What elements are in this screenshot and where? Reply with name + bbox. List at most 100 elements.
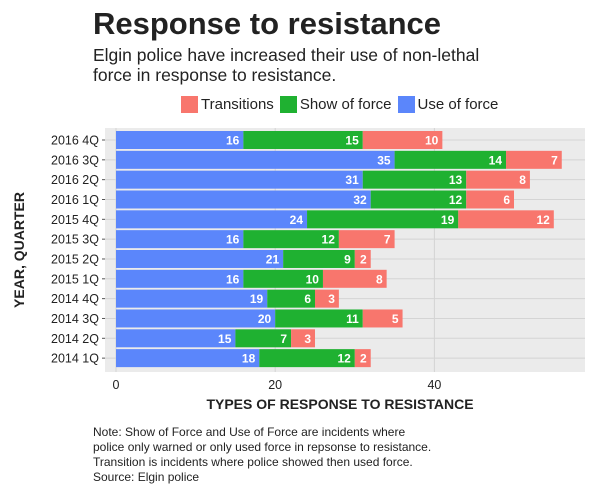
x-tick-label: 0 bbox=[113, 378, 120, 392]
bar-segment bbox=[362, 309, 403, 328]
bar-segment bbox=[243, 131, 363, 149]
bar-value-label: 6 bbox=[304, 292, 311, 306]
bar-value-label: 3 bbox=[304, 332, 311, 346]
bar-value-label: 14 bbox=[489, 153, 503, 167]
bar-value-label: 16 bbox=[226, 134, 240, 148]
bar-value-label: 24 bbox=[290, 213, 304, 227]
bar-value-label: 12 bbox=[322, 233, 336, 247]
bar-value-label: 6 bbox=[503, 193, 510, 207]
bar-value-label: 32 bbox=[353, 193, 367, 207]
bar-value-label: 19 bbox=[250, 292, 264, 306]
bar-value-label: 12 bbox=[337, 352, 351, 366]
bar-value-label: 11 bbox=[346, 312, 359, 326]
bar-segment bbox=[275, 309, 363, 328]
bar-value-label: 7 bbox=[280, 332, 287, 346]
bar-value-label: 16 bbox=[226, 272, 240, 286]
bar-segment bbox=[354, 249, 371, 268]
y-tick-label: 2015 4Q bbox=[51, 213, 99, 227]
bar-value-label: 15 bbox=[345, 134, 359, 148]
bar-value-label: 10 bbox=[425, 134, 439, 148]
bar-segment bbox=[315, 289, 339, 308]
y-tick-label: 2014 2Q bbox=[51, 332, 99, 346]
bar-value-label: 8 bbox=[519, 173, 526, 187]
bar-segment bbox=[370, 190, 467, 209]
bar-segment bbox=[362, 131, 443, 149]
bar-value-label: 7 bbox=[551, 153, 558, 167]
bar-value-label: 21 bbox=[266, 252, 280, 266]
bar-segment bbox=[116, 309, 276, 328]
y-axis-title: YEAR, QUARTER bbox=[11, 192, 27, 308]
bar-value-label: 8 bbox=[376, 272, 383, 286]
legend-item-use-of-force: Use of force bbox=[397, 96, 499, 113]
bar-segment bbox=[354, 349, 371, 368]
bar-segment bbox=[116, 190, 371, 209]
bar-segment bbox=[243, 230, 339, 249]
legend-label-use-of-force: Use of force bbox=[417, 96, 499, 113]
legend-label-transitions: Transitions bbox=[201, 96, 274, 113]
bar-value-label: 19 bbox=[441, 213, 455, 227]
bar-segment bbox=[291, 329, 315, 348]
bar-segment bbox=[235, 329, 292, 348]
legend: Transitions Show of force Use of force bbox=[181, 96, 504, 113]
y-tick-label: 2014 1Q bbox=[51, 352, 99, 366]
bar-segment bbox=[116, 349, 260, 368]
legend-swatch-use-of-force bbox=[397, 96, 415, 113]
bar-value-label: 31 bbox=[345, 173, 359, 187]
x-tick-label: 40 bbox=[427, 378, 441, 392]
bar-value-label: 2 bbox=[360, 252, 367, 266]
bar-value-label: 7 bbox=[384, 233, 391, 247]
legend-item-show-of-force: Show of force bbox=[279, 96, 392, 113]
chart-title: Response to resistance bbox=[93, 6, 442, 41]
note-line: Note: Show of Force and Use of Force are… bbox=[93, 425, 406, 439]
bar-segment bbox=[338, 230, 395, 249]
bar-segment bbox=[116, 170, 363, 189]
y-tick-label: 2016 2Q bbox=[51, 173, 99, 187]
bar-segment bbox=[116, 210, 308, 229]
legend-swatch-show-of-force bbox=[279, 96, 297, 113]
bar-segment bbox=[466, 170, 530, 189]
y-tick-label: 2016 4Q bbox=[51, 134, 99, 148]
bar-segment bbox=[506, 150, 562, 169]
bar-segment bbox=[394, 150, 507, 169]
bar-value-label: 15 bbox=[218, 332, 232, 346]
y-tick-label: 2016 1Q bbox=[51, 193, 99, 207]
bar-value-label: 2 bbox=[360, 352, 367, 366]
bar-value-label: 10 bbox=[306, 272, 320, 286]
x-tick-label: 20 bbox=[268, 378, 282, 392]
legend-item-transitions: Transitions bbox=[181, 96, 274, 113]
bar-segment bbox=[283, 249, 355, 268]
bar-segment bbox=[116, 249, 284, 268]
y-tick-label: 2015 3Q bbox=[51, 233, 99, 247]
bar-value-label: 5 bbox=[392, 312, 399, 326]
bar-segment bbox=[259, 349, 355, 368]
bar-segment bbox=[362, 170, 467, 189]
legend-swatch-transitions bbox=[181, 96, 198, 113]
x-axis-title: TYPES OF RESPONSE TO RESISTANCE bbox=[206, 396, 473, 412]
bar-value-label: 3 bbox=[328, 292, 335, 306]
bar-value-label: 12 bbox=[536, 213, 550, 227]
bar-segment bbox=[116, 289, 268, 308]
bar-segment bbox=[243, 269, 323, 288]
source-line: Source: Elgin police bbox=[93, 470, 200, 484]
y-tick-label: 2014 3Q bbox=[51, 312, 99, 326]
bar-segment bbox=[307, 210, 459, 229]
note-line: Transition is incidents where police sho… bbox=[93, 455, 413, 469]
bar-value-label: 20 bbox=[258, 312, 272, 326]
bar-value-label: 13 bbox=[449, 173, 463, 187]
bar-segment bbox=[116, 150, 395, 169]
bar-segment bbox=[466, 190, 514, 209]
chart-note: Note: Show of Force and Use of Force are… bbox=[93, 425, 493, 485]
y-tick-label: 2014 4Q bbox=[51, 292, 99, 306]
bar-value-label: 18 bbox=[242, 352, 256, 366]
bar-value-label: 35 bbox=[377, 153, 391, 167]
bar-value-label: 16 bbox=[226, 233, 240, 247]
legend-label-show-of-force: Show of force bbox=[299, 96, 392, 113]
y-tick-label: 2015 2Q bbox=[51, 252, 99, 266]
note-line: police only warned or only used force in… bbox=[93, 440, 432, 454]
bar-segment bbox=[116, 329, 236, 348]
bar-segment bbox=[267, 289, 315, 308]
bar-value-label: 12 bbox=[449, 193, 463, 207]
bar-segment bbox=[458, 210, 554, 229]
bar-segment bbox=[116, 131, 244, 149]
